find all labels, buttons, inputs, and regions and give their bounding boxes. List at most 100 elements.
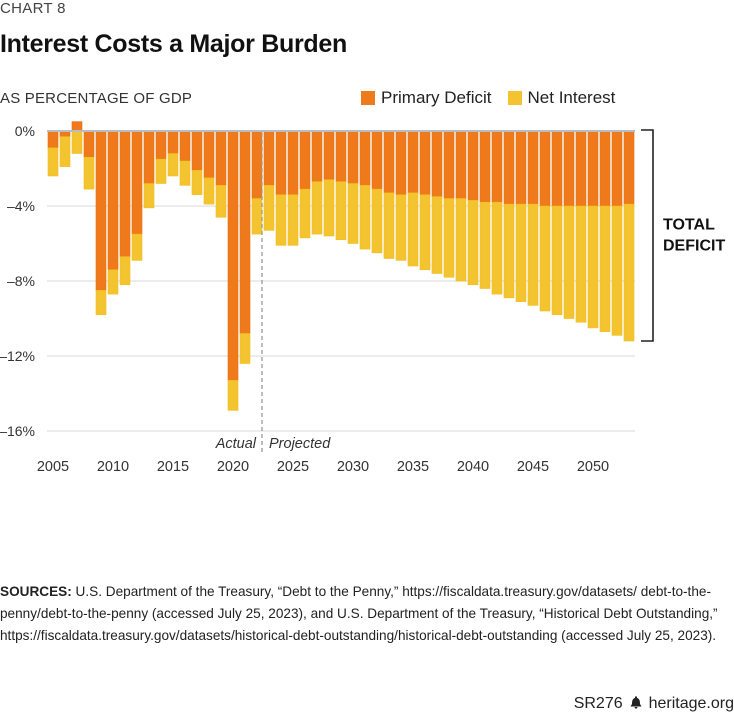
x-tick-label: 2010 bbox=[97, 459, 129, 475]
bar-net-interest-2038 bbox=[443, 198, 455, 278]
bar-net-interest-2047 bbox=[551, 205, 563, 316]
bar-primary-deficit-2052 bbox=[611, 130, 623, 207]
bar-primary-deficit-2005 bbox=[47, 130, 59, 149]
sources-text: U.S. Department of the Treasury, “Debt t… bbox=[0, 584, 718, 643]
legend-item-primary-deficit: Primary Deficit bbox=[361, 88, 492, 108]
bar-net-interest-2014 bbox=[155, 158, 167, 184]
bar-primary-deficit-2017 bbox=[191, 130, 203, 171]
bar-primary-deficit-2024 bbox=[275, 130, 287, 196]
legend-label-net-interest: Net Interest bbox=[527, 88, 616, 107]
legend-label-primary-deficit: Primary Deficit bbox=[381, 88, 492, 107]
bar-net-interest-2019 bbox=[215, 185, 227, 218]
bar-primary-deficit-2023 bbox=[263, 130, 275, 186]
bar-net-interest-2041 bbox=[479, 201, 491, 289]
bar-net-interest-2048 bbox=[563, 205, 575, 319]
bar-primary-deficit-2035 bbox=[407, 130, 419, 194]
chart-plot: 0%–4%–8%–12%–16% Actual Projected 2005 20… bbox=[0, 121, 725, 475]
bar-primary-deficit-2013 bbox=[143, 130, 155, 184]
bar-primary-deficit-2019 bbox=[215, 130, 227, 186]
bar-primary-deficit-2053 bbox=[623, 130, 635, 205]
actual-label: Actual bbox=[215, 436, 257, 452]
bar-net-interest-2023 bbox=[263, 185, 275, 231]
bar-net-interest-2030 bbox=[347, 183, 359, 244]
site-link[interactable]: heritage.org bbox=[648, 695, 734, 712]
bar-primary-deficit-2010 bbox=[107, 130, 119, 271]
chart-kicker: CHART 8 bbox=[0, 0, 66, 17]
bar-primary-deficit-2041 bbox=[479, 130, 491, 203]
bar-primary-deficit-2032 bbox=[371, 130, 383, 190]
bar-net-interest-2011 bbox=[119, 256, 131, 286]
bar-net-interest-2018 bbox=[203, 177, 215, 205]
bar-net-interest-2024 bbox=[275, 194, 287, 246]
bar-net-interest-2005 bbox=[47, 147, 59, 177]
bar-primary-deficit-2046 bbox=[539, 130, 551, 207]
bar-primary-deficit-2039 bbox=[455, 130, 467, 199]
sources-label: SOURCES: bbox=[0, 584, 72, 599]
bar-primary-deficit-2047 bbox=[551, 130, 563, 207]
x-tick-label: 2035 bbox=[397, 459, 429, 475]
y-tick-label: –16% bbox=[0, 423, 35, 439]
bar-primary-deficit-2031 bbox=[359, 130, 371, 186]
bar-primary-deficit-2030 bbox=[347, 130, 359, 184]
bar-net-interest-2050 bbox=[587, 205, 599, 329]
x-tick-label: 2050 bbox=[577, 459, 609, 475]
bar-net-interest-2034 bbox=[395, 194, 407, 261]
bar-primary-deficit-2036 bbox=[419, 130, 431, 196]
bar-net-interest-2025 bbox=[287, 194, 299, 246]
bar-net-interest-2009 bbox=[95, 290, 107, 316]
bar-net-interest-2052 bbox=[611, 205, 623, 336]
bar-primary-deficit-2016 bbox=[179, 130, 191, 162]
bar-net-interest-2013 bbox=[143, 183, 155, 209]
bar-primary-deficit-2050 bbox=[587, 130, 599, 207]
x-tick-label: 2030 bbox=[337, 459, 369, 475]
bar-primary-deficit-2034 bbox=[395, 130, 407, 196]
bars bbox=[47, 121, 635, 411]
bar-net-interest-2049 bbox=[575, 205, 587, 323]
y-tick-label: –12% bbox=[0, 348, 35, 364]
y-tick-labels: 0% –4% –8% –12% –16% bbox=[0, 123, 35, 439]
bar-primary-deficit-2007 bbox=[71, 121, 83, 132]
y-tick-label: 0% bbox=[15, 123, 35, 139]
bar-primary-deficit-2029 bbox=[335, 130, 347, 182]
bar-primary-deficit-2027 bbox=[311, 130, 323, 182]
bar-primary-deficit-2044 bbox=[515, 130, 527, 205]
bar-net-interest-2053 bbox=[623, 203, 635, 342]
x-tick-label: 2025 bbox=[277, 459, 309, 475]
bar-net-interest-2045 bbox=[527, 203, 539, 306]
chart-title: Interest Costs a Major Burden bbox=[0, 30, 347, 58]
bar-primary-deficit-2015 bbox=[167, 130, 179, 154]
bar-net-interest-2021 bbox=[239, 333, 251, 364]
bar-net-interest-2029 bbox=[335, 181, 347, 241]
bar-net-interest-2028 bbox=[323, 179, 335, 237]
bar-primary-deficit-2025 bbox=[287, 130, 299, 196]
x-tick-label: 2005 bbox=[37, 459, 69, 475]
sources-note: SOURCES: U.S. Department of the Treasury… bbox=[0, 581, 734, 647]
x-tick-label: 2015 bbox=[157, 459, 189, 475]
bar-primary-deficit-2048 bbox=[563, 130, 575, 207]
bar-primary-deficit-2040 bbox=[467, 130, 479, 201]
legend: Primary Deficit Net Interest bbox=[361, 88, 631, 108]
projected-label: Projected bbox=[269, 436, 331, 452]
legend-item-net-interest: Net Interest bbox=[507, 88, 616, 108]
bar-net-interest-2031 bbox=[359, 185, 371, 250]
bar-primary-deficit-2022 bbox=[251, 130, 263, 199]
total-deficit-label-line2: DEFICIT bbox=[663, 238, 725, 255]
bar-primary-deficit-2009 bbox=[95, 130, 107, 291]
bar-net-interest-2032 bbox=[371, 188, 383, 254]
bar-net-interest-2039 bbox=[455, 198, 467, 282]
bar-primary-deficit-2021 bbox=[239, 130, 251, 334]
bar-net-interest-2022 bbox=[251, 198, 263, 235]
total-deficit-label-line1: TOTAL bbox=[663, 217, 715, 234]
bar-net-interest-2010 bbox=[107, 269, 119, 295]
bar-net-interest-2042 bbox=[491, 201, 503, 295]
bar-primary-deficit-2026 bbox=[299, 130, 311, 190]
bar-primary-deficit-2049 bbox=[575, 130, 587, 207]
report-id: SR276 bbox=[573, 695, 623, 712]
bar-primary-deficit-2020 bbox=[227, 130, 239, 381]
bar-net-interest-2040 bbox=[467, 200, 479, 286]
bar-net-interest-2026 bbox=[299, 188, 311, 239]
bar-net-interest-2036 bbox=[419, 194, 431, 271]
bar-primary-deficit-2028 bbox=[323, 130, 335, 181]
bar-net-interest-2027 bbox=[311, 181, 323, 235]
bar-net-interest-2037 bbox=[431, 196, 443, 274]
